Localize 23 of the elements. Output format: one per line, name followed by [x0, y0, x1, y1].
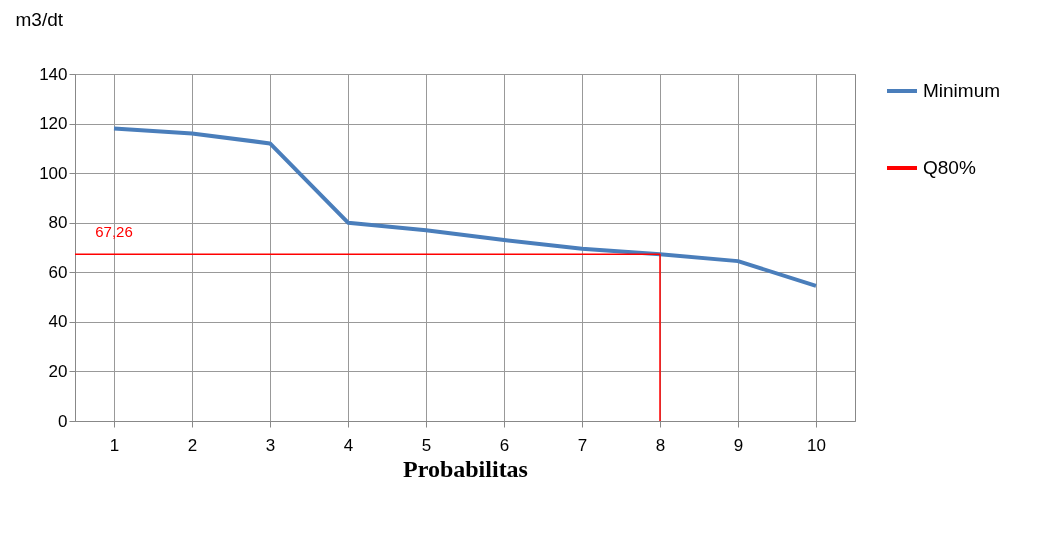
x-tick-label: 1: [109, 435, 120, 455]
x-tick-label: 7: [577, 435, 588, 455]
x-tick-label: 4: [343, 435, 354, 455]
y-tick-label: 60: [48, 262, 68, 282]
x-tick-label: 8: [655, 435, 666, 455]
y-tick-label: 140: [39, 64, 68, 84]
y-tick-label: 40: [48, 312, 68, 332]
x-tick-label: 3: [265, 435, 276, 455]
x-tick-label: 5: [421, 435, 432, 455]
y-tick-label: 0: [58, 411, 68, 431]
y-tick-label: 20: [48, 361, 68, 381]
x-tick-label: 10: [807, 435, 826, 455]
annotation: 67,26: [95, 223, 133, 241]
y-tick-label: 80: [48, 213, 68, 233]
y-tick-label: 120: [39, 114, 68, 134]
x-tick-label: 2: [187, 435, 198, 455]
x-tick-label: 6: [499, 435, 510, 455]
legend-label: Q80%: [923, 157, 976, 178]
x-axis-title: Probabilitas: [403, 455, 528, 482]
legend-label: Minimum: [923, 80, 1001, 101]
y-tick-label: 100: [39, 163, 68, 183]
y-axis-title: m3/dt: [15, 8, 64, 30]
x-tick-label: 9: [733, 435, 744, 455]
